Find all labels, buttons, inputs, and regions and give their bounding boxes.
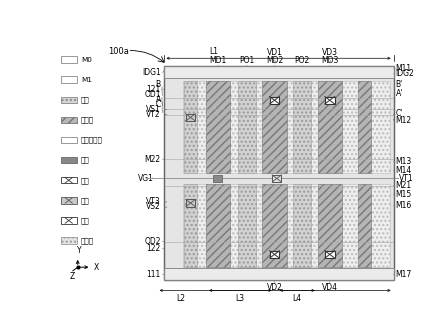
Text: 122: 122 — [147, 244, 161, 253]
Bar — [61, 96, 77, 103]
Text: A: A — [155, 94, 161, 104]
Text: 通孔: 通孔 — [81, 217, 90, 224]
Text: VT1: VT1 — [399, 174, 414, 183]
Text: 有源区: 有源区 — [81, 237, 94, 244]
Text: M16: M16 — [396, 201, 412, 210]
Text: M1: M1 — [81, 77, 92, 83]
Bar — [61, 197, 77, 204]
Bar — [325, 96, 334, 104]
Bar — [183, 81, 390, 173]
Text: PO2: PO2 — [295, 56, 310, 65]
Bar — [61, 76, 77, 83]
Text: 通孔: 通孔 — [81, 197, 90, 204]
Bar — [270, 251, 280, 258]
Text: M11: M11 — [396, 64, 412, 73]
Text: M14: M14 — [396, 166, 412, 176]
Text: M21: M21 — [396, 181, 412, 190]
Text: 100a: 100a — [109, 48, 129, 56]
Text: M17: M17 — [396, 270, 412, 279]
Text: VD1: VD1 — [267, 48, 283, 57]
Text: B': B' — [396, 80, 403, 89]
Text: OD2: OD2 — [144, 237, 161, 246]
Bar — [358, 184, 370, 267]
Bar — [213, 175, 222, 182]
Text: M22: M22 — [145, 155, 161, 163]
Bar — [294, 81, 311, 173]
Text: B: B — [155, 79, 161, 88]
Text: L4: L4 — [293, 293, 302, 303]
Text: 通孔: 通孔 — [81, 157, 90, 163]
Text: 通孔: 通孔 — [81, 177, 90, 184]
Bar — [61, 56, 77, 63]
Text: 111: 111 — [147, 270, 161, 279]
Text: Y: Y — [77, 246, 82, 255]
Bar — [262, 81, 287, 173]
Text: 导电体: 导电体 — [81, 117, 94, 123]
Bar — [186, 114, 195, 121]
Text: M13: M13 — [396, 157, 412, 166]
Text: VT3: VT3 — [146, 197, 161, 206]
Text: VD3: VD3 — [322, 48, 338, 57]
Text: VD4: VD4 — [322, 283, 338, 292]
Text: A': A' — [396, 89, 403, 98]
Text: 121: 121 — [147, 85, 161, 94]
Bar — [358, 81, 370, 173]
Text: M0: M0 — [81, 57, 92, 63]
Bar — [163, 66, 393, 280]
Text: IDG1: IDG1 — [142, 68, 161, 77]
Text: Z: Z — [69, 272, 74, 280]
Text: MD2: MD2 — [266, 56, 283, 65]
Text: M15: M15 — [396, 190, 412, 199]
Bar — [61, 177, 77, 184]
Text: L1: L1 — [210, 47, 219, 56]
Bar — [325, 251, 334, 258]
Bar — [163, 268, 393, 280]
Bar — [294, 184, 311, 267]
Text: OD1: OD1 — [144, 90, 161, 99]
Bar — [206, 81, 230, 173]
Bar — [61, 157, 77, 163]
Text: M12: M12 — [396, 116, 412, 125]
Text: VT2: VT2 — [146, 110, 161, 119]
Bar — [262, 184, 287, 267]
Bar — [272, 175, 281, 182]
Bar — [61, 217, 77, 224]
Bar — [184, 184, 197, 267]
Bar — [163, 66, 393, 78]
Text: 栅极: 栅极 — [81, 96, 90, 103]
Text: VD2: VD2 — [267, 283, 283, 292]
Text: X: X — [93, 263, 99, 272]
Text: VS1: VS1 — [146, 105, 161, 114]
Bar — [163, 66, 393, 78]
Text: L2: L2 — [176, 293, 185, 303]
Bar — [183, 184, 390, 267]
Bar — [206, 184, 230, 267]
Bar — [186, 199, 195, 207]
Text: VS2: VS2 — [146, 202, 161, 211]
Bar — [163, 268, 393, 280]
Text: IDG2: IDG2 — [396, 69, 414, 78]
Bar — [61, 238, 77, 244]
Bar — [318, 81, 342, 173]
Bar — [61, 137, 77, 143]
Bar — [184, 81, 197, 173]
Bar — [270, 96, 280, 104]
Text: PO1: PO1 — [239, 56, 255, 65]
Text: L3: L3 — [236, 293, 245, 303]
Text: 隔离伪栅极: 隔离伪栅极 — [81, 137, 103, 143]
Bar — [61, 117, 77, 123]
Text: MD1: MD1 — [210, 56, 227, 65]
Bar — [163, 66, 393, 280]
Text: MD3: MD3 — [321, 56, 338, 65]
Bar — [238, 81, 256, 173]
Text: VG1: VG1 — [138, 174, 154, 183]
Text: C': C' — [396, 110, 403, 119]
Bar — [318, 184, 342, 267]
Text: C: C — [155, 100, 161, 109]
Bar — [238, 184, 256, 267]
